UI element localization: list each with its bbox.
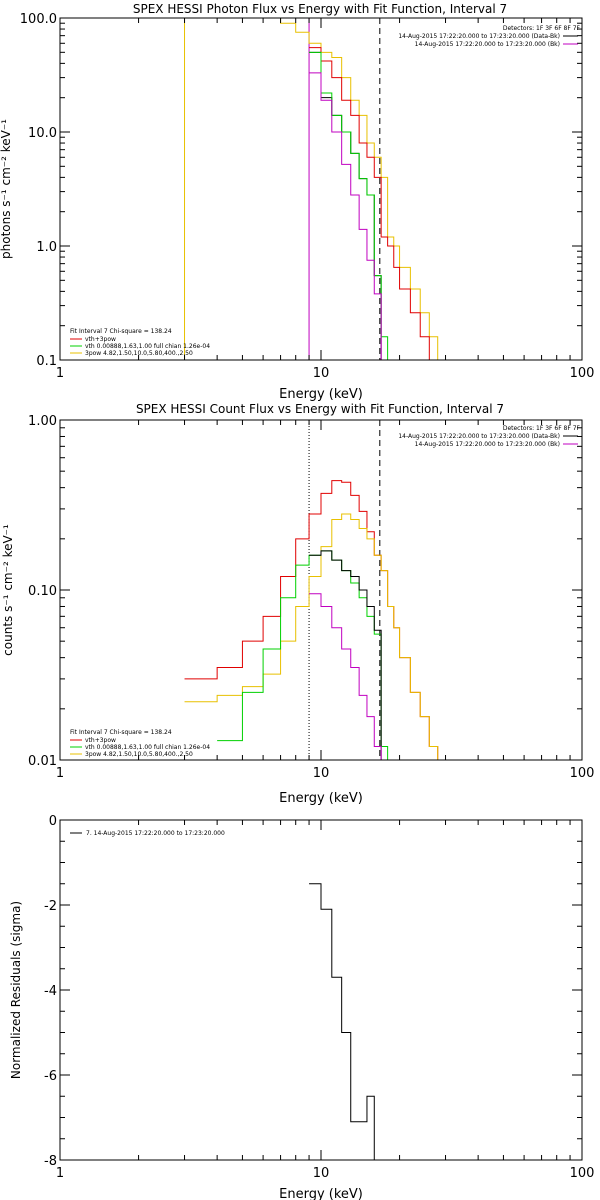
panel3-x-tick-label-2: 100: [570, 1166, 595, 1181]
count-flux-panel: SPEX HESSI Count Flux vs Energy with Fit…: [1, 402, 594, 806]
panel3-legend: 7. 14-Aug-2015 17:22:20.000 to 17:23:20.…: [70, 830, 225, 837]
panel3-y-tick-label-2: -4: [44, 984, 57, 999]
panel1-x-tick-label-2: 100: [570, 366, 595, 381]
panel2-legend-label-2: 3pow 4.82,1.50,10.0,5.80,400.,2.50: [85, 751, 193, 758]
panel3-y-tick-label-4: 0: [49, 814, 57, 829]
panel1-title: SPEX HESSI Photon Flux vs Energy with Fi…: [133, 2, 507, 16]
panel1-curves: [184, 17, 439, 361]
photon-flux-panel: SPEX HESSI Photon Flux vs Energy with Fi…: [0, 2, 594, 402]
panel1-x-tick-label-0: 1: [56, 366, 64, 381]
panel1-y-tick-label-2: 10.0: [28, 126, 57, 141]
panel2-curves: [184, 420, 446, 761]
panel3-x-tick-label-1: 10: [313, 1166, 330, 1181]
panel3-y-label: Normalized Residuals (sigma): [9, 901, 23, 1079]
panel2-legend-header: Fit Interval 7 Chi-square = 138.24: [70, 729, 172, 736]
panel3-curves: [309, 883, 382, 1161]
panel3-x-tick-label-0: 1: [56, 1166, 64, 1181]
panel2-header-bk: 14-Aug-2015 17:22:20.000 to 17:23:20.000…: [415, 441, 560, 448]
panel2-y-tick-label-1: 0.10: [28, 584, 57, 599]
panel2-x-tick-label-0: 1: [56, 766, 64, 781]
panel1-y-tick-label-0: 0.1: [36, 354, 57, 369]
panel1-header-detectors: Detectors: 1F 3F 6F 8F 7F: [503, 25, 581, 32]
panel1-x-label: Energy (keV): [279, 387, 363, 402]
panel2-legend-label-0: vth+3pow: [85, 737, 116, 744]
panel1-series-2: [309, 51, 382, 360]
panel2-title: SPEX HESSI Count Flux vs Energy with Fit…: [136, 402, 504, 416]
panel1-header-bk: 14-Aug-2015 17:22:20.000 to 17:23:20.000…: [415, 41, 560, 48]
panel1-series-1: [309, 47, 438, 361]
residuals-panel: 1 10 100 -8 -6 -4 -2 0 7. 14-Aug-2015 17:22:20.…: [9, 814, 594, 1200]
panel1-y-label: photons s⁻¹ cm⁻² keV⁻¹: [0, 119, 13, 259]
panel2-ticks: 1 10 100 0.01 0.10 1.00: [28, 414, 594, 781]
panel2-y-tick-label-2: 1.00: [28, 414, 57, 429]
panel1-legend-label-2: 3pow 4.82,1.50,10.0,5.80,400.,2.50: [85, 350, 193, 357]
panel1-series-3: [309, 51, 389, 360]
panel1-header-data: 14-Aug-2015 17:22:20.000 to 17:23:20.000…: [398, 33, 560, 40]
panel3-y-tick-label-3: -2: [44, 899, 57, 914]
panel3-x-label: Energy (keV): [279, 1187, 363, 1200]
panel3-series-0: [309, 883, 382, 1161]
panel3-ticks: 1 10 100 -8 -6 -4 -2 0: [44, 814, 594, 1181]
panel2-header-data: 14-Aug-2015 17:22:20.000 to 17:23:20.000…: [398, 433, 560, 440]
panel3-plot-frame: [59, 819, 583, 1161]
panel3-y-tick-label-0: -8: [44, 1154, 57, 1169]
panel3-y-tick-label-1: -6: [44, 1069, 57, 1084]
panel2-y-tick-label-0: 0.01: [28, 754, 57, 769]
panel2-y-label: counts s⁻¹ cm⁻² keV⁻¹: [1, 524, 15, 656]
panel1-y-tick-label-1: 1.0: [36, 240, 57, 255]
panel1-legend-label-1: vth 0.00888,1.63,1.00 full chian 1.26e-0…: [85, 343, 210, 350]
panel2-x-tick-label-2: 100: [570, 766, 595, 781]
panel3-legend-label-0: 7. 14-Aug-2015 17:22:20.000 to 17:23:20.…: [86, 830, 225, 837]
panel1-legend-header: Fit Interval 7 Chi-square = 138.24: [70, 328, 172, 335]
panel2-legend: Fit Interval 7 Chi-square = 138.24 vth+3…: [70, 729, 210, 758]
panel2-series-3: [309, 550, 382, 760]
panel2-series-4: [309, 593, 382, 760]
panel2-legend-label-1: vth 0.00888,1.63,1.00 full chian 1.26e-0…: [85, 744, 210, 751]
panel1-y-tick-label-3: 100.0: [20, 12, 57, 27]
panel1-legend: Fit Interval 7 Chi-square = 138.24 vth+3…: [70, 328, 210, 357]
panel1-series-4: [309, 72, 382, 360]
panel2-x-tick-label-1: 10: [313, 766, 330, 781]
panel2-series-1: [184, 513, 446, 761]
panel1-x-tick-label-1: 10: [313, 366, 330, 381]
panel2-series-0: [184, 480, 439, 760]
panel1-legend-label-0: vth+3pow: [85, 336, 116, 343]
panel2-header-detectors: Detectors: 1F 3F 6F 8F 7F: [503, 425, 581, 432]
panel2-plot-frame: [59, 419, 583, 761]
panel1-ticks: 1 10 100 0.1 1.0 10.0 100.0: [20, 12, 595, 381]
panel2-x-label: Energy (keV): [279, 791, 363, 806]
